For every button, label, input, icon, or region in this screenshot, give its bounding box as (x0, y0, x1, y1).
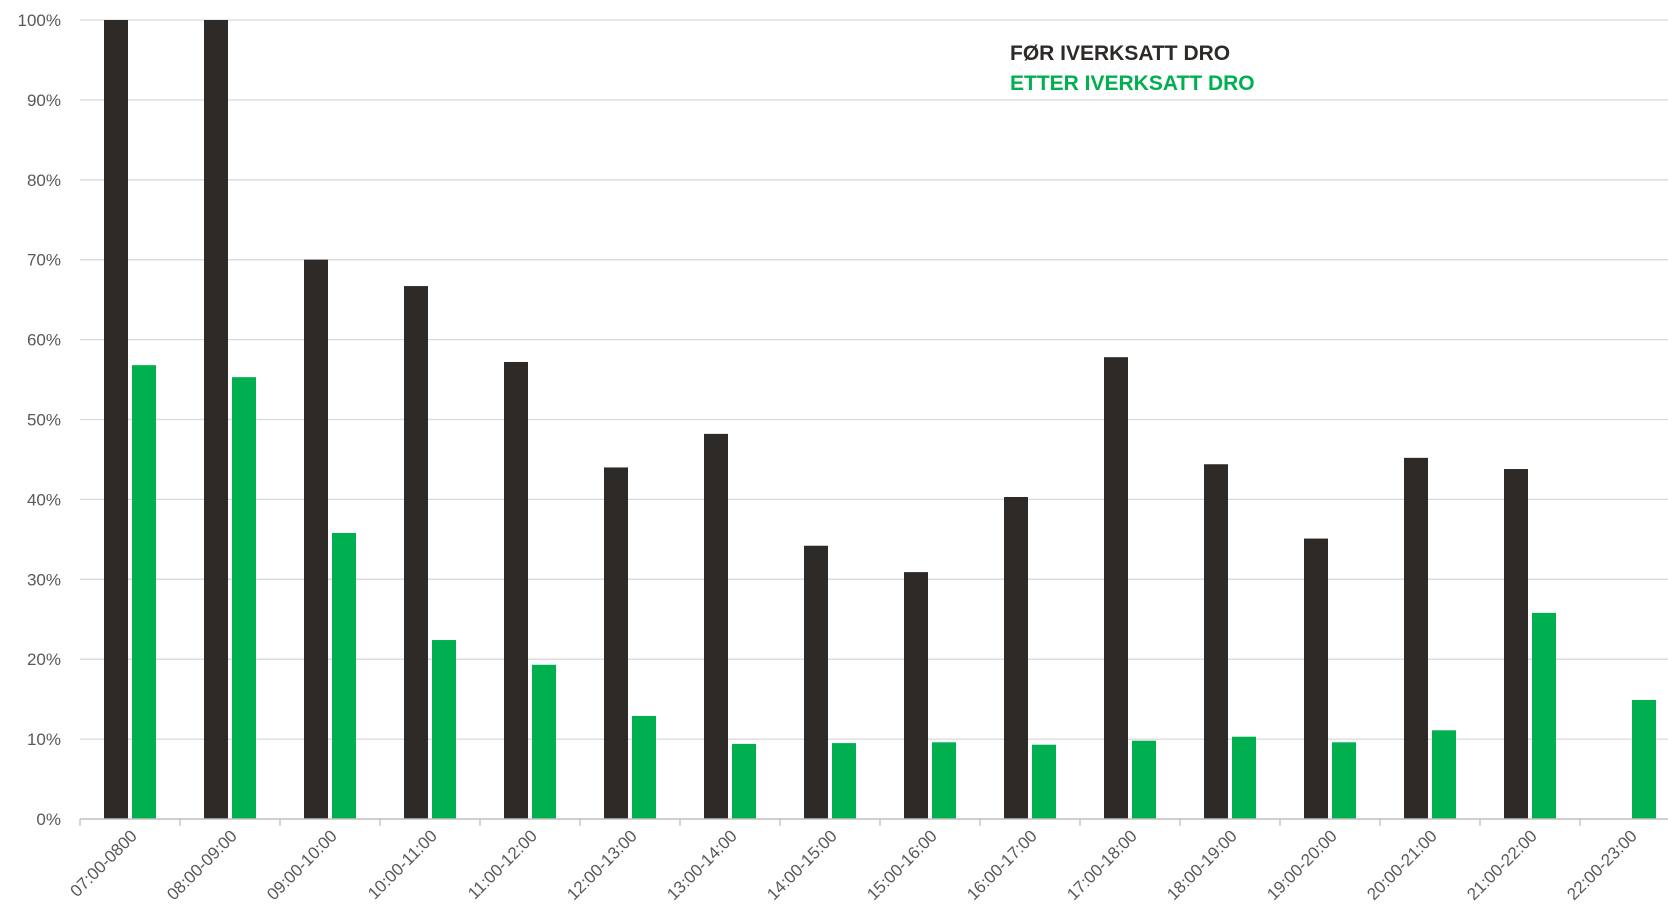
bar-for-9 (1004, 497, 1028, 819)
bar-etter-0 (132, 365, 156, 819)
bar-etter-6 (732, 743, 756, 819)
x-tick-label: 09:00-10:00 (263, 826, 341, 904)
bar-for-4 (504, 361, 528, 819)
y-tick-label: 20% (27, 650, 61, 669)
y-tick-label: 50% (27, 411, 61, 430)
bar-etter-4 (532, 664, 556, 819)
x-tick-label: 18:00-19:00 (1163, 826, 1241, 904)
x-axis-tick-labels: 07:00-0800 08:00-09:00 09:00-10:00 10:00-11… (67, 826, 1641, 904)
bar-for-3 (404, 286, 428, 819)
bar-etter-14 (1532, 612, 1556, 819)
y-tick-label: 100% (18, 11, 61, 30)
bar-for-10 (1104, 357, 1128, 819)
bar-etter-15 (1632, 699, 1656, 819)
x-tick-label: 14:00-15:00 (763, 826, 841, 904)
y-axis-tick-labels: 0% 10% 20% 30% 40% 50% 60% 70% 80% 90% 100% (18, 11, 61, 829)
x-tick-label: 07:00-0800 (67, 826, 141, 900)
bar-for-6 (704, 433, 728, 819)
bar-for-7 (804, 545, 828, 819)
x-tick-label: 13:00-14:00 (663, 826, 741, 904)
y-tick-label: 80% (27, 171, 61, 190)
bar-etter-11 (1232, 736, 1256, 819)
y-tick-label: 90% (27, 91, 61, 110)
x-tick-label: 10:00-11:00 (364, 826, 441, 903)
bar-etter-13 (1432, 730, 1456, 819)
bar-for-0 (104, 20, 128, 819)
bar-etter-1 (232, 377, 256, 819)
bar-for-13 (1404, 457, 1428, 819)
y-tick-label: 70% (27, 251, 61, 270)
legend-item-etter: ETTER IVERKSATT DRO (1010, 72, 1255, 95)
x-tick-label: 20:00-21:00 (1363, 826, 1441, 904)
bar-for-1 (204, 20, 228, 819)
y-tick-label: 10% (27, 730, 61, 749)
bar-etter-7 (832, 743, 856, 819)
bar-etter-3 (432, 640, 456, 819)
bars (104, 20, 1656, 819)
x-tick-label: 15:00-16:00 (863, 826, 941, 904)
y-tick-label: 30% (27, 570, 61, 589)
bar-etter-8 (932, 742, 956, 819)
bar-for-12 (1304, 538, 1328, 819)
bar-for-14 (1504, 469, 1528, 819)
y-tick-label: 60% (27, 331, 61, 350)
x-tick-label: 08:00-09:00 (163, 826, 241, 904)
x-tick-label: 22:00-23:00 (1563, 826, 1641, 904)
bar-for-8 (904, 572, 928, 819)
bar-etter-2 (332, 532, 356, 819)
x-tick-label: 16:00-17:00 (963, 826, 1041, 904)
legend: FØR IVERKSATT DRO ETTER IVERKSATT DRO (1010, 42, 1255, 95)
bar-etter-9 (1032, 744, 1056, 819)
x-tick-label: 17:00-18:00 (1063, 826, 1141, 904)
x-tick-label: 21:00-22:00 (1463, 826, 1541, 904)
bar-for-11 (1204, 464, 1228, 819)
x-tick-label: 19:00-20:00 (1263, 826, 1341, 904)
x-tick-label: 11:00-12:00 (464, 826, 541, 903)
bar-etter-12 (1332, 742, 1356, 819)
bar-for-2 (304, 259, 328, 819)
x-tick-label: 12:00-13:00 (563, 826, 641, 904)
bar-etter-5 (632, 715, 656, 819)
bar-for-5 (604, 467, 628, 819)
bar-etter-10 (1132, 740, 1156, 819)
x-axis (79, 818, 1668, 826)
y-tick-label: 40% (27, 490, 61, 509)
legend-item-for: FØR IVERKSATT DRO (1010, 42, 1230, 65)
y-tick-label: 0% (36, 810, 61, 829)
